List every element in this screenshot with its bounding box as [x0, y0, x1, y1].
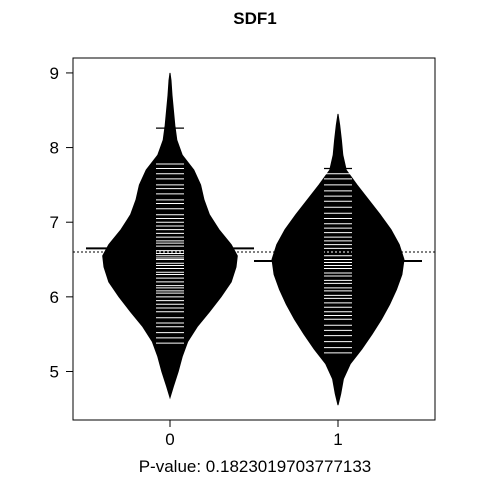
x-tick-label: 1: [333, 430, 342, 449]
chart-title: SDF1: [233, 9, 276, 28]
bean-shape-0: [102, 72, 238, 400]
y-tick-label: 9: [50, 64, 59, 83]
y-axis: 5 6 7 8 9: [50, 64, 74, 381]
x-tick-label: 0: [165, 430, 174, 449]
beans-layer: [86, 72, 422, 406]
y-tick-label: 6: [50, 288, 59, 307]
bean-1: [254, 113, 422, 406]
y-tick-label: 7: [50, 213, 59, 232]
y-tick-label: 5: [50, 362, 59, 381]
y-tick-label: 8: [50, 139, 59, 158]
x-axis-label: P-value: 0.1823019703777133: [139, 457, 372, 476]
bean-0: [86, 72, 254, 400]
